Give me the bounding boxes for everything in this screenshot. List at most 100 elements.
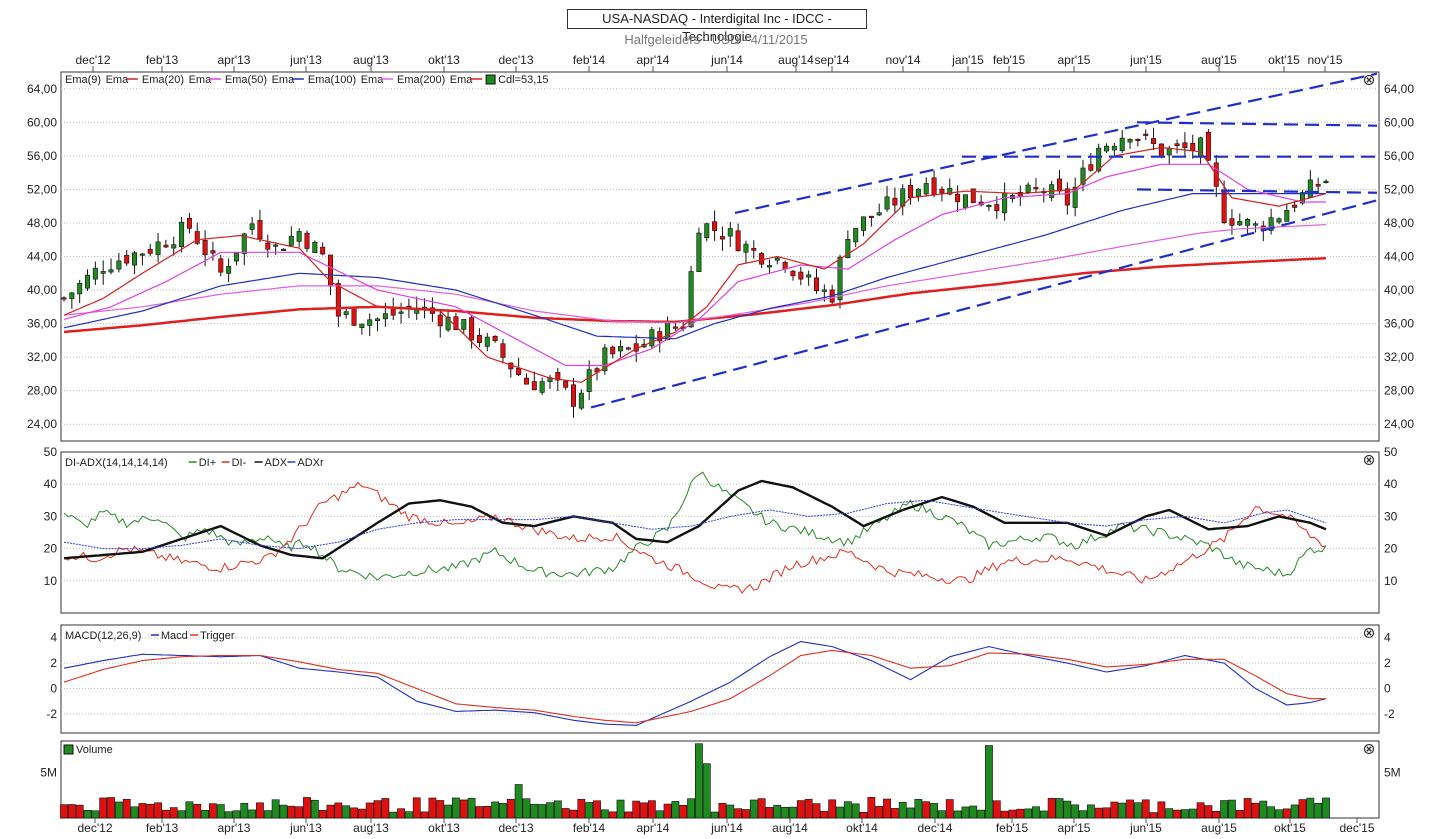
macd-y-label-right: -2 [1384,707,1395,721]
candle-body [1190,142,1196,151]
top-tick-label: okt'13 [428,53,460,67]
volume-bar [883,798,891,819]
candle-body [226,266,232,274]
candle-body [171,244,177,249]
macd-legend-item: Trigger [200,630,235,642]
bottom-tick-label: aug'13 [353,821,389,835]
volume-bar [1126,799,1134,819]
candle-body [1174,143,1180,147]
ema50-line [63,193,1326,340]
candle-body [837,256,843,301]
volume-bar [577,799,586,819]
price-y-label-right: 64,00 [1384,82,1414,96]
adx-y-label-left: 50 [44,445,58,459]
candle-body [155,241,161,255]
volume-bar [679,804,688,819]
volume-bar [890,808,899,819]
candle-body [555,372,561,381]
bottom-tick-label: okt'15 [1274,821,1306,835]
candle-body [947,188,953,195]
volume-bar [969,805,978,819]
volume-bar [185,801,194,819]
candle-body [202,239,208,256]
candle-body [892,197,898,206]
candle-body [539,381,545,393]
candle-body [1268,217,1274,231]
volume-bar [114,801,123,819]
volume-bar [193,804,202,819]
top-tick-label: apr'13 [218,53,251,67]
candle-body [813,277,819,292]
volume-bar [256,802,264,819]
volume-bar [702,763,711,819]
volume-bar [695,743,703,819]
adx-y-label-left: 30 [44,509,58,523]
candle-body [1111,145,1117,151]
candle-body [516,368,522,376]
candle-body [1143,133,1149,136]
volume-bar [248,809,257,819]
bottom-tick-label: dec'13 [499,821,534,835]
candle-body [1245,219,1251,226]
candle-body [531,381,537,391]
chart-subtitle: Halfgeleiders - USD - 4/11/2015 [624,32,808,47]
top-tick-label: apr'14 [637,53,670,67]
price-legend-item: Ema [361,74,385,86]
volume-bar [420,811,429,819]
volume-bar [1110,801,1119,819]
volume-bar [452,797,460,819]
volume-bar [60,804,68,819]
bottom-tick-label: feb'14 [573,821,606,835]
candle-body [727,228,733,237]
candle-body [1284,210,1290,222]
volume-bar [483,805,492,819]
volume-bar [475,806,484,819]
macd-series-trigger [63,649,1326,724]
volume-bar [569,809,578,819]
volume-bar [710,811,719,819]
bottom-tick-label: feb'13 [146,821,179,835]
volume-bar [616,799,625,819]
top-tick-label: aug'15 [1201,53,1237,67]
volume-bar [1212,810,1221,819]
top-tick-label: apr'15 [1058,53,1091,67]
candle-body [1151,138,1157,145]
volume-bar [1282,808,1291,819]
volume-bar [1008,809,1017,819]
candle-body [743,243,749,253]
price-legend-item: Ema [450,74,474,86]
candle-body [210,250,216,254]
bottom-tick-label: aug'15 [1201,821,1237,835]
candle-body [398,311,404,314]
candle-body [179,221,185,247]
volume-bar [687,798,695,819]
candle-body [751,247,757,251]
adx-legend-item: ADXr [297,457,324,469]
candle-body [672,326,678,329]
price-y-label-left: 28,00 [27,384,57,398]
adx-y-label-right: 40 [1384,477,1398,491]
volume-bar [632,800,641,819]
volume-bar [334,802,343,819]
bottom-tick-label: jun'15 [1129,821,1162,835]
volume-bar [107,797,115,819]
bottom-tick-label: apr'13 [218,821,251,835]
adx-y-label-right: 30 [1384,509,1398,523]
candle-body [61,297,67,300]
volume-y-label-left: 5M [40,766,57,780]
ema100-line [63,224,1327,324]
candle-body [367,319,373,326]
adx-legend-item: DI-ADX(14,14,14,14) [65,457,168,469]
candle-body [359,323,365,328]
volume-bar [1235,810,1244,819]
volume-bar [1102,807,1111,819]
candle-body [759,253,765,265]
candle-body [351,306,357,326]
candle-body [712,221,718,231]
candle-body [1292,204,1298,208]
adx-series-adx [63,479,1327,560]
ema20-line [63,163,1326,367]
candle-body [1166,147,1172,156]
candle-body [257,220,263,240]
volume-bar [906,807,915,819]
